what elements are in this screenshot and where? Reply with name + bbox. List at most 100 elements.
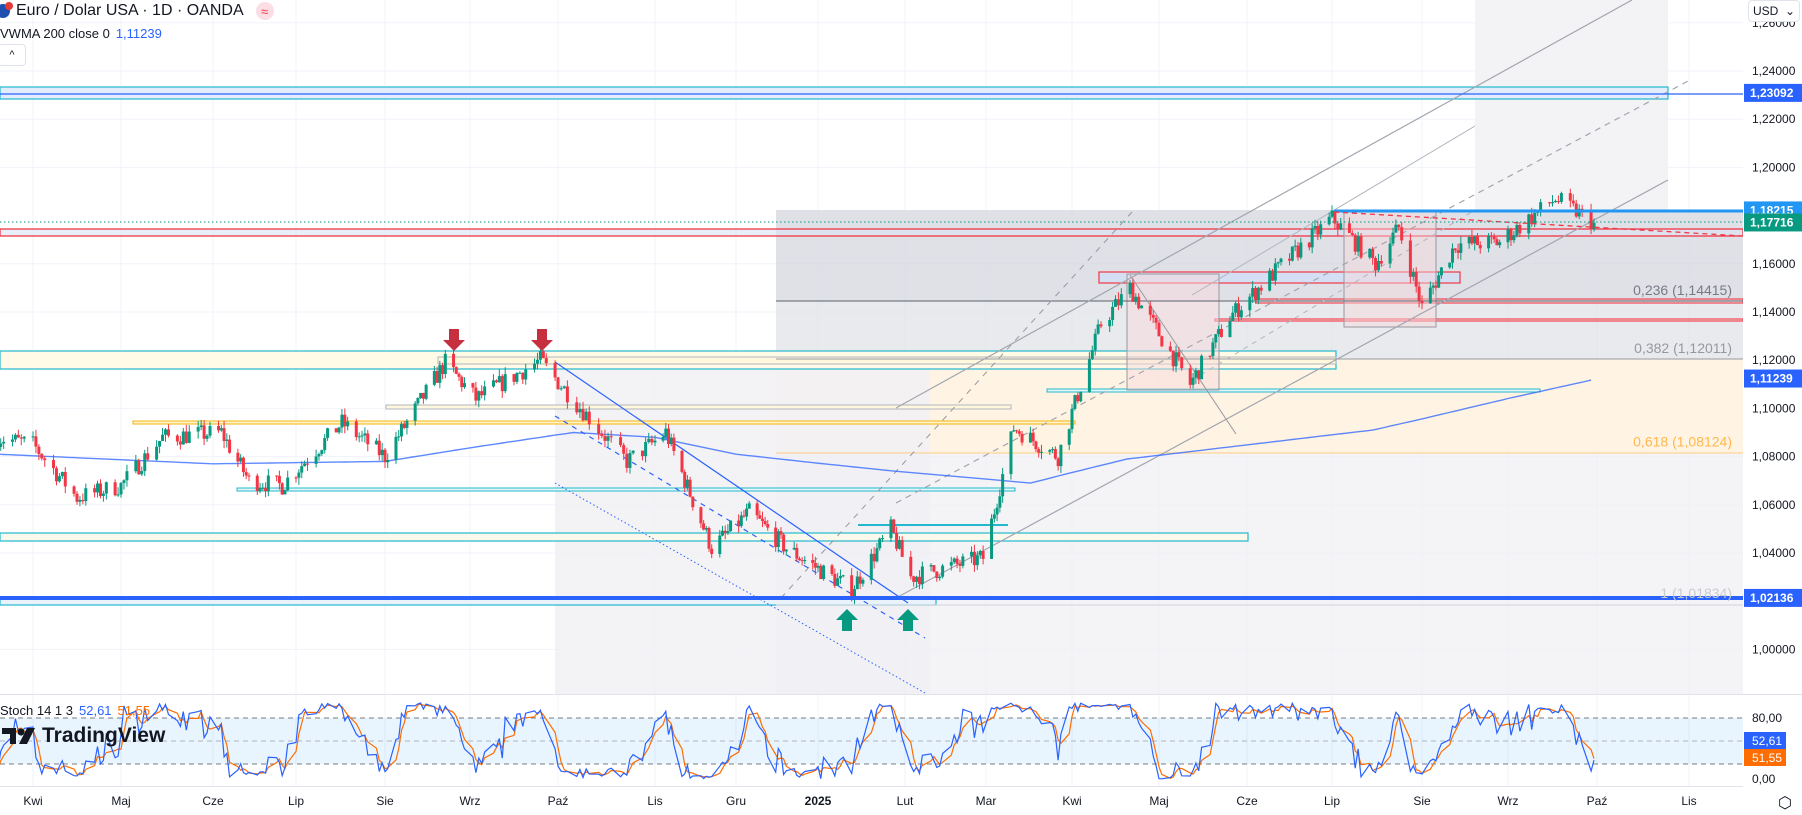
candle — [1093, 328, 1097, 356]
candle-body — [143, 453, 147, 472]
candle — [512, 373, 516, 386]
candle — [838, 569, 842, 584]
candle — [303, 460, 307, 467]
candle — [1194, 367, 1198, 384]
time-axis[interactable]: Kwi Maj Cze Lip Sie Wrz Paź Lis Gru 2025 Lut Mar Kwi… — [23, 794, 1696, 808]
candle — [704, 526, 708, 532]
candle-body — [305, 463, 309, 465]
candle — [81, 493, 85, 505]
fib-labels: 0,236 (1,14415) 0,382 (1,12011) 0,618 (1,0… — [1633, 282, 1732, 601]
currency-selector[interactable]: USD ⌄ — [1748, 0, 1800, 22]
candle — [739, 511, 743, 528]
candle — [217, 420, 221, 433]
candle — [852, 585, 856, 605]
candle-body — [1131, 282, 1135, 302]
candle — [236, 448, 240, 468]
candle-body — [480, 391, 484, 396]
candle-body — [366, 433, 370, 445]
candle-body — [972, 551, 976, 566]
tradingview-logo[interactable]: TradingView — [2, 724, 165, 748]
candle — [202, 420, 206, 446]
candle — [346, 416, 350, 431]
candle — [556, 376, 560, 390]
candle — [900, 536, 904, 557]
candle-body — [357, 436, 361, 438]
symbol-title[interactable]: Euro / Dolar USA · 1D · OANDA — [16, 2, 244, 19]
candle-body — [134, 460, 138, 472]
candle-body — [1339, 223, 1343, 230]
candle — [1009, 431, 1013, 480]
candle — [619, 432, 623, 448]
candle — [244, 468, 248, 480]
candle-body — [57, 476, 61, 482]
candle-body — [140, 471, 144, 475]
candle-body — [1001, 474, 1005, 497]
candle — [841, 574, 845, 578]
candle-body — [683, 471, 687, 488]
candle — [187, 425, 191, 444]
candle — [1070, 403, 1074, 434]
candle — [1051, 447, 1055, 454]
price-axis[interactable]: 1,260001,240001,220001,200001,160001,140… — [1752, 16, 1796, 657]
candle — [122, 479, 126, 490]
candle-body — [955, 558, 959, 564]
candle — [1394, 219, 1398, 233]
candle-body — [718, 535, 722, 554]
candle-body — [334, 428, 338, 433]
candle-body — [1428, 287, 1432, 304]
candle — [266, 468, 270, 497]
candle-body — [855, 576, 859, 590]
candle-body — [199, 425, 203, 428]
arrow-up-icon — [897, 609, 919, 631]
collapse-legend-button[interactable]: ^ — [0, 44, 26, 66]
candle — [1211, 337, 1215, 360]
candle-body — [104, 482, 108, 494]
candle — [241, 456, 245, 477]
candle-body — [31, 436, 35, 438]
candle-body — [822, 565, 826, 579]
stoch-legend[interactable]: Stoch 14 1 3 52,61 51,55 — [0, 703, 150, 718]
candle-body — [1119, 294, 1123, 306]
candle — [386, 453, 390, 469]
candle-body — [1087, 359, 1091, 392]
candle — [181, 427, 185, 445]
candle-body — [1111, 306, 1115, 320]
symbol-header[interactable]: Euro / Dolar USA · 1D · OANDA ≈ — [0, 0, 274, 22]
candle — [811, 553, 815, 570]
candle — [1448, 262, 1452, 269]
candle — [710, 544, 714, 559]
candle-body — [460, 376, 464, 388]
candle-body — [113, 482, 117, 496]
candle-body — [283, 490, 287, 495]
candle-body — [672, 437, 676, 451]
candle-body — [889, 519, 893, 539]
approx-equal-icon[interactable]: ≈ — [255, 2, 274, 20]
candle — [683, 469, 687, 493]
candle — [1288, 253, 1291, 266]
candle — [597, 418, 601, 440]
candle — [460, 375, 464, 392]
candle — [19, 434, 23, 446]
candle-body — [1379, 261, 1383, 264]
candle-body — [992, 514, 996, 519]
candle — [1371, 246, 1375, 265]
candle-body — [266, 475, 270, 492]
fib-level-label: 0,382 (1,12011) — [1634, 340, 1732, 356]
candle-body — [10, 439, 14, 442]
candle-body — [1556, 200, 1560, 202]
vwma-legend[interactable]: VWMA 200 close 0 1,11239 — [0, 26, 162, 41]
candle — [454, 366, 458, 375]
candle-body — [503, 374, 507, 392]
candle-body — [1219, 328, 1223, 337]
candle-body — [1273, 263, 1277, 281]
candle-body — [463, 383, 467, 388]
candle — [702, 520, 706, 531]
candle-body — [912, 576, 916, 582]
candle-body — [1037, 449, 1041, 453]
candle-body — [1020, 433, 1024, 443]
vwma-legend-value: 1,11239 — [115, 26, 162, 41]
price-tick-label: 1,14000 — [1752, 305, 1796, 319]
settings-hex-icon[interactable]: ⬡ — [1778, 795, 1792, 812]
candle-body — [1553, 200, 1557, 203]
